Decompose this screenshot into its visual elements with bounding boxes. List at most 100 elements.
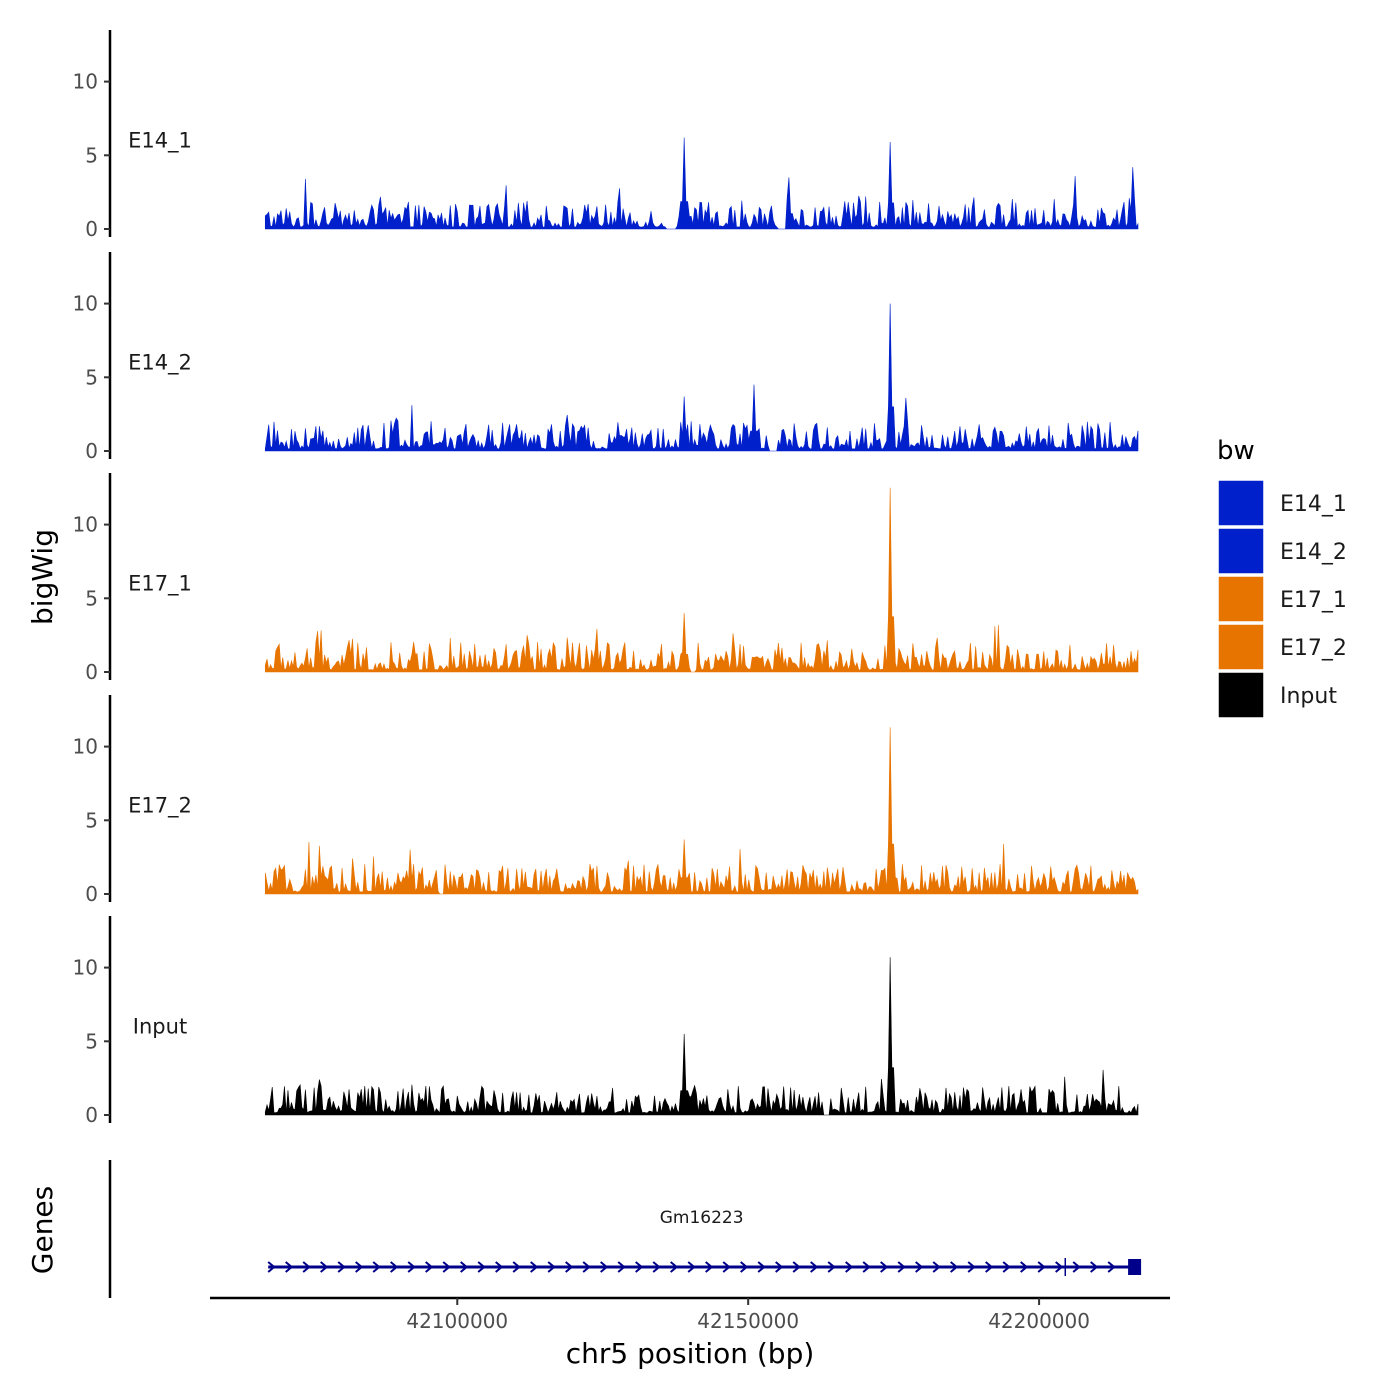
strand-arrow bbox=[635, 1261, 644, 1273]
y-tick-label: 5 bbox=[85, 143, 98, 167]
legend-label: Input bbox=[1280, 684, 1337, 709]
track-label: E14_1 bbox=[128, 129, 192, 154]
signal-area-e14-1 bbox=[264, 137, 1139, 230]
genes-axis-title: Genes bbox=[26, 1186, 59, 1274]
strand-arrow bbox=[302, 1261, 311, 1273]
strand-arrow bbox=[565, 1261, 574, 1273]
strand-arrow bbox=[722, 1261, 731, 1273]
strand-arrow bbox=[652, 1261, 661, 1273]
strand-arrow bbox=[355, 1261, 364, 1273]
legend-swatch bbox=[1217, 671, 1265, 719]
track-e17-1: 0 5 10 E17_1 bbox=[73, 473, 1139, 684]
signal-area-input bbox=[264, 957, 1139, 1116]
legend-label: E14_2 bbox=[1280, 540, 1347, 565]
strand-arrow bbox=[495, 1261, 504, 1273]
legend: bw E14_1 E14_2 E17_1 E17_2 Input bbox=[1217, 436, 1347, 719]
legend-swatch bbox=[1217, 623, 1265, 671]
legend-swatch bbox=[1217, 479, 1265, 527]
strand-arrow bbox=[1055, 1261, 1064, 1273]
strand-arrow bbox=[442, 1261, 451, 1273]
legend-label: E14_1 bbox=[1280, 492, 1347, 517]
y-tick-label: 5 bbox=[85, 1029, 98, 1053]
x-tick-label: 42200000 bbox=[988, 1309, 1090, 1333]
strand-arrow bbox=[1020, 1261, 1029, 1273]
strand-arrow bbox=[880, 1261, 889, 1273]
strand-arrow bbox=[285, 1261, 294, 1273]
x-axis: 42100000 42150000 42200000 chr5 position (… bbox=[210, 1296, 1170, 1370]
strand-arrow bbox=[530, 1261, 539, 1273]
strand-arrow bbox=[1107, 1261, 1116, 1273]
strand-arrow bbox=[407, 1261, 416, 1273]
track-label: E14_2 bbox=[128, 351, 192, 376]
legend-swatch bbox=[1217, 527, 1265, 575]
strand-arrow bbox=[897, 1261, 906, 1273]
legend-item: E17_1 bbox=[1217, 575, 1347, 623]
legend-title: bw bbox=[1217, 436, 1255, 466]
y-tick-label: 5 bbox=[85, 586, 98, 610]
legend-swatch bbox=[1217, 575, 1265, 623]
legend-item: E17_2 bbox=[1217, 623, 1347, 671]
y-tick-label: 0 bbox=[85, 217, 98, 241]
strand-arrow bbox=[827, 1261, 836, 1273]
x-ticks: 42100000 42150000 42200000 bbox=[406, 1298, 1090, 1333]
strand-arrow bbox=[1002, 1261, 1011, 1273]
legend-label: E17_2 bbox=[1280, 636, 1347, 661]
y-tick-label: 0 bbox=[85, 660, 98, 684]
strand-arrow bbox=[1072, 1261, 1081, 1273]
track-label: E17_2 bbox=[128, 794, 192, 819]
strand-arrow bbox=[390, 1261, 399, 1273]
strand-arrow bbox=[320, 1261, 329, 1273]
strand-arrow bbox=[985, 1261, 994, 1273]
y-tick-label: 0 bbox=[85, 1103, 98, 1127]
strand-arrow bbox=[915, 1261, 924, 1273]
strand-arrow bbox=[600, 1261, 609, 1273]
strand-arrow bbox=[372, 1261, 381, 1273]
y-tick-label: 10 bbox=[73, 292, 98, 316]
strand-arrow bbox=[617, 1261, 626, 1273]
strand-arrow bbox=[705, 1261, 714, 1273]
strand-arrow bbox=[1090, 1261, 1099, 1273]
strand-arrow bbox=[845, 1261, 854, 1273]
gene-models: Gm16223 bbox=[267, 1208, 1142, 1276]
y-axis-title: bigWig bbox=[26, 529, 59, 625]
strand-arrow bbox=[757, 1261, 766, 1273]
strand-arrow bbox=[740, 1261, 749, 1273]
strand-arrow bbox=[775, 1261, 784, 1273]
x-tick-label: 42150000 bbox=[697, 1309, 799, 1333]
y-tick-label: 10 bbox=[73, 70, 98, 94]
legend-items: E14_1 E14_2 E17_1 E17_2 Input bbox=[1217, 479, 1347, 719]
genes-panel: Genes Gm16223 bbox=[26, 1160, 1142, 1298]
legend-item: E14_1 bbox=[1217, 479, 1347, 527]
strand-arrow bbox=[425, 1261, 434, 1273]
strand-arrow bbox=[582, 1261, 591, 1273]
strand-arrow bbox=[1037, 1261, 1046, 1273]
gene-gm16223: Gm16223 bbox=[267, 1208, 1142, 1276]
strand-arrow bbox=[512, 1261, 521, 1273]
x-tick-label: 42100000 bbox=[406, 1309, 508, 1333]
strand-arrow bbox=[810, 1261, 819, 1273]
legend-item: Input bbox=[1217, 671, 1337, 719]
strand-arrow bbox=[950, 1261, 959, 1273]
y-tick-label: 5 bbox=[85, 808, 98, 832]
strand-arrow bbox=[477, 1261, 486, 1273]
track-panels: 0 5 10 E14_1 0 5 10 E14_2 0 5 10 E17_1 0 5 10 E17_2 0 5 10… bbox=[73, 30, 1139, 1127]
legend-label: E17_1 bbox=[1280, 588, 1347, 613]
y-tick-label: 0 bbox=[85, 882, 98, 906]
strand-arrow bbox=[792, 1261, 801, 1273]
track-e14-1: 0 5 10 E14_1 bbox=[73, 30, 1139, 241]
strand-arrow bbox=[337, 1261, 346, 1273]
strand-arrow bbox=[267, 1261, 276, 1273]
strand-arrow bbox=[932, 1261, 941, 1273]
strand-arrow bbox=[687, 1261, 696, 1273]
y-tick-label: 5 bbox=[85, 365, 98, 389]
strand-arrow bbox=[670, 1261, 679, 1273]
gene-exon bbox=[1128, 1259, 1142, 1275]
track-label: Input bbox=[133, 1015, 187, 1039]
strand-arrow bbox=[547, 1261, 556, 1273]
y-tick-label: 10 bbox=[73, 956, 98, 980]
y-tick-label: 10 bbox=[73, 735, 98, 759]
x-axis-title: chr5 position (bp) bbox=[566, 1337, 815, 1370]
track-e14-2: 0 5 10 E14_2 bbox=[73, 252, 1139, 463]
strand-arrow bbox=[862, 1261, 871, 1273]
